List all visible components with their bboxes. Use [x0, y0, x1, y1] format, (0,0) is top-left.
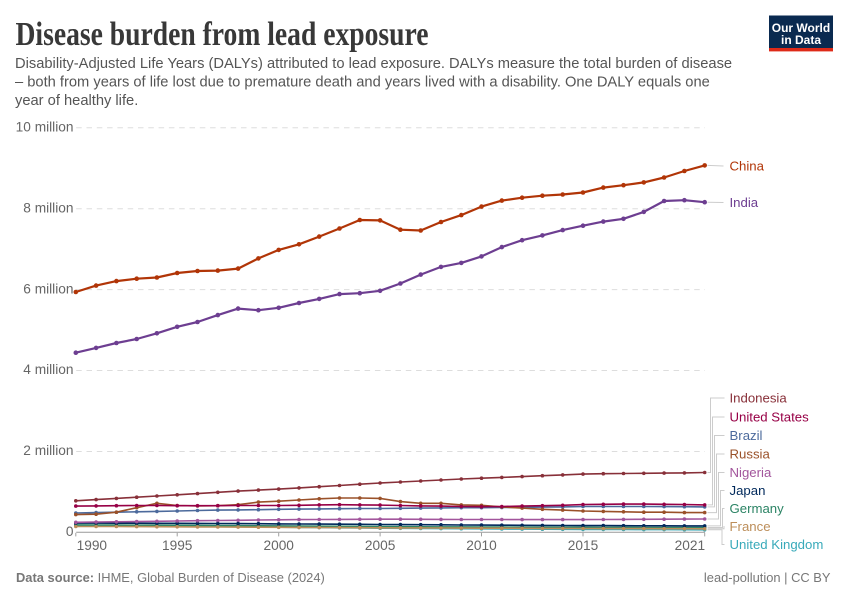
svg-text:Germany: Germany: [730, 501, 785, 516]
svg-text:China: China: [730, 159, 765, 174]
svg-text:2015: 2015: [568, 538, 599, 553]
svg-text:– both from years of life lost: – both from years of life lost due to pr…: [15, 75, 710, 91]
svg-text:Japan: Japan: [730, 483, 766, 498]
svg-text:0: 0: [66, 524, 74, 539]
svg-text:1990: 1990: [77, 538, 108, 553]
svg-text:2010: 2010: [466, 538, 497, 553]
svg-text:lead-pollution | CC BY: lead-pollution | CC BY: [704, 570, 831, 585]
svg-text:in Data: in Data: [781, 33, 821, 47]
svg-text:Data source: IHME, Global Burd: Data source: IHME, Global Burden of Dise…: [16, 570, 325, 585]
svg-text:8 million: 8 million: [23, 200, 73, 215]
svg-text:2 million: 2 million: [23, 443, 73, 458]
svg-text:6 million: 6 million: [23, 281, 73, 296]
svg-text:Disability-Adjusted Life Years: Disability-Adjusted Life Years (DALYs) a…: [15, 56, 732, 72]
svg-text:United States: United States: [730, 410, 810, 425]
svg-text:4 million: 4 million: [23, 362, 73, 377]
svg-text:France: France: [730, 519, 771, 534]
svg-text:Indonesia: Indonesia: [730, 391, 788, 406]
svg-text:United Kingdom: United Kingdom: [730, 537, 824, 552]
svg-text:Russia: Russia: [730, 447, 771, 462]
svg-text:1995: 1995: [162, 538, 193, 553]
svg-text:Brazil: Brazil: [730, 428, 763, 443]
svg-text:year of healthy life.: year of healthy life.: [15, 93, 138, 109]
svg-text:Our World: Our World: [772, 21, 830, 35]
svg-text:India: India: [730, 195, 759, 210]
svg-text:10 million: 10 million: [16, 119, 74, 134]
svg-text:2021: 2021: [675, 538, 705, 553]
svg-text:Nigeria: Nigeria: [730, 465, 772, 480]
svg-text:Disease burden from lead expos: Disease burden from lead exposure: [16, 16, 429, 53]
svg-text:2000: 2000: [263, 538, 294, 553]
svg-text:2005: 2005: [365, 538, 396, 553]
